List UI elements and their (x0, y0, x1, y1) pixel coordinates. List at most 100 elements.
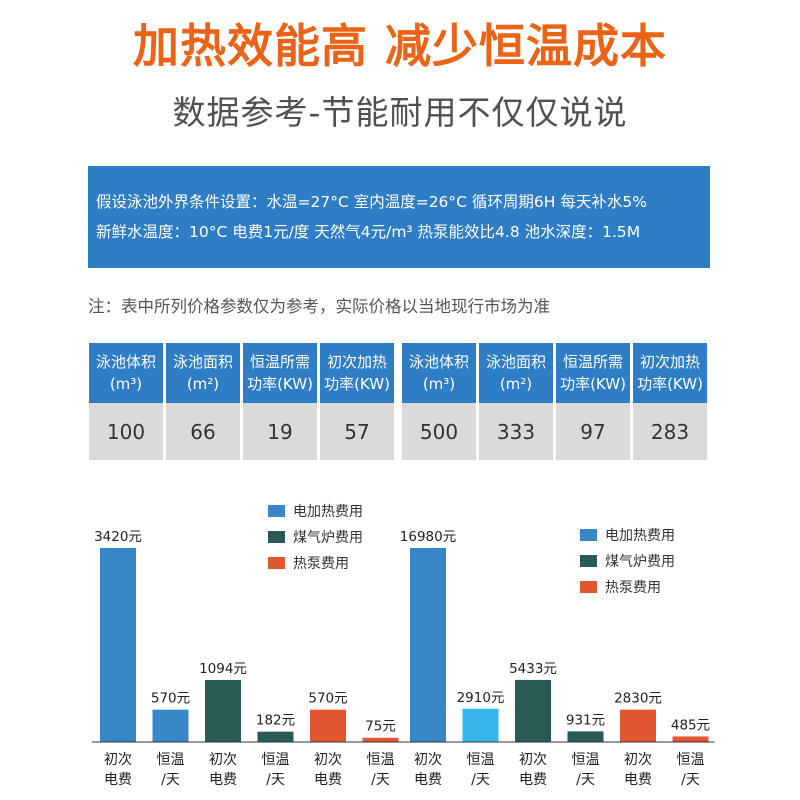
spec-table-large-pool: 泳池体积 (m³) 泳池面积 (m²) 恒温所需 功率(KW) 初次加热 功率(KW) … (399, 343, 710, 460)
header-unit: 功率(KW) (637, 375, 703, 393)
cell-pool-volume: 100 (89, 403, 163, 460)
header-unit: 功率(KW) (560, 375, 626, 393)
category-label: 电费 (414, 772, 442, 788)
bar (362, 737, 399, 742)
legend-label: 电加热费用 (293, 504, 363, 520)
header-text: 初次加热 (326, 353, 387, 371)
category-label: 初次 (414, 751, 442, 768)
header-unit: 功率(KW) (247, 375, 313, 393)
page-subtitle: 数据参考-节能耐用不仅仅说说 (172, 93, 628, 132)
legend-label: 热泵费用 (605, 580, 661, 596)
legend-item-electric: 电加热费用 (268, 498, 363, 524)
category-label: 恒温 (262, 752, 290, 768)
header-unit: (m²) (186, 375, 220, 393)
header-initial-power: 初次加热功率(KW) (633, 343, 707, 403)
cell-pool-volume: 500 (402, 403, 476, 460)
legend-swatch (580, 529, 597, 541)
bar-value-label: 570元 (308, 691, 347, 707)
category-label: 恒温 (367, 752, 395, 768)
legend-item-heat-pump: 热泵费用 (268, 550, 363, 576)
category-label: 恒温 (572, 752, 600, 768)
legend-label: 热泵费用 (293, 556, 349, 572)
category-label: 恒温 (677, 752, 705, 768)
legend-swatch (580, 555, 597, 567)
legend-item-heat-pump: 热泵费用 (580, 574, 675, 600)
bar (310, 709, 346, 742)
bar (410, 548, 446, 742)
bar-value-label: 1094元 (199, 661, 247, 677)
legend-swatch (268, 505, 285, 517)
category-label: 初次 (209, 751, 237, 768)
category-label: 电费 (519, 772, 547, 788)
spec-table-small-pool: 泳池体积 (m³) 泳池面积 (m²) 恒温所需 功率(KW) 初次加热 功率(KW) … (86, 343, 397, 460)
bar-value-label: 5433元 (509, 661, 557, 677)
bar-value-label: 485元 (671, 717, 710, 733)
bar-value-label: 16980元 (400, 529, 456, 545)
bar (205, 679, 241, 742)
header-constant-power: 恒温所需功率(KW) (243, 343, 317, 403)
category-label: /天 (681, 772, 700, 788)
header-text: 初次加热 (639, 353, 700, 371)
legend-item-gas: 煤气炉费用 (580, 548, 675, 574)
cost-chart-small-pool: 3420元 初次 电费 570元 恒温/天 1094元 初次 电费 182元 恒温/天 570元 初次… (90, 490, 405, 800)
header-unit: (m³) (422, 375, 456, 393)
cell-initial-power: 57 (320, 403, 394, 460)
header-text: 泳池面积 (485, 353, 546, 371)
category-label: 初次 (624, 751, 652, 768)
header-text: 泳池面积 (172, 353, 233, 371)
legend-item-electric: 电加热费用 (580, 522, 675, 548)
bar-value-label: 570元 (151, 691, 190, 707)
bar (100, 548, 136, 742)
bar (620, 709, 656, 742)
category-label: 电费 (624, 772, 652, 788)
cell-constant-power: 97 (556, 403, 630, 460)
category-label: 初次 (314, 751, 342, 768)
cell-pool-area: 66 (166, 403, 240, 460)
header-pool-area: 泳池面积 (m²) (479, 343, 553, 403)
category-label: 电费 (314, 772, 342, 788)
bar (257, 731, 294, 742)
bar (567, 731, 604, 742)
category-label: 电费 (209, 772, 237, 788)
table-row: 500 333 97 283 (402, 403, 707, 460)
conditions-line-1: 假设泳池外界条件设置：水温=27°C 室内温度=26°C 循环周期6H 每天补水… (96, 193, 647, 211)
cell-initial-power: 283 (633, 403, 707, 460)
legend-swatch (268, 557, 285, 569)
legend-swatch (580, 581, 597, 593)
category-label: /天 (161, 772, 180, 788)
category-label: /天 (471, 772, 490, 788)
cell-constant-power: 19 (243, 403, 317, 460)
spec-header-row: 泳池体积 (m³) 泳池面积 (m²) 恒温所需 功率(KW) 初次加热 功率(KW) (402, 343, 707, 403)
bar-value-label: 3420元 (94, 529, 142, 545)
header-text: 泳池体积 (95, 353, 156, 371)
header-pool-area: 泳池面积 (m²) (166, 343, 240, 403)
cost-chart-large-pool: 16980元 初次 电费 2910元 恒温/天 5433元 初次 电费 931元 恒温/天 2830… (400, 490, 715, 800)
header-initial-power: 初次加热功率(KW) (320, 343, 394, 403)
category-label: 恒温 (157, 752, 185, 768)
cell-pool-area: 333 (479, 403, 553, 460)
bar-value-label: 2830元 (614, 691, 662, 707)
category-label: 初次 (519, 751, 547, 768)
page-title: 加热效能高 减少恒温成本 (132, 19, 667, 73)
legend-item-gas: 煤气炉费用 (268, 524, 363, 550)
legend-label: 煤气炉费用 (605, 554, 675, 570)
legend-swatch (268, 531, 285, 543)
bar-value-label: 2910元 (457, 690, 505, 706)
bar-value-label: 75元 (365, 719, 396, 735)
bar (515, 679, 551, 742)
table-row: 100 66 19 57 (89, 403, 394, 460)
bar (462, 708, 499, 742)
conditions-line-2: 新鲜水温度：10°C 电费1元/度 天然气4元/m³ 热泵能效比4.8 池水深度… (96, 223, 641, 241)
header-text: 恒温所需 (249, 353, 310, 371)
header-constant-power: 恒温所需 功率(KW) (556, 343, 630, 403)
bar-value-label: 931元 (566, 712, 605, 728)
bar (672, 736, 709, 742)
header-pool-volume: 泳池体积 (m³) (402, 343, 476, 403)
header-unit: 功率(KW) (324, 375, 390, 393)
category-label: 电费 (104, 772, 132, 788)
conditions-box: 假设泳池外界条件设置：水温=27°C 室内温度=26°C 循环周期6H 每天补水… (88, 166, 710, 268)
header-pool-volume: 泳池体积 (m³) (89, 343, 163, 403)
bar-value-label: 182元 (256, 713, 295, 729)
